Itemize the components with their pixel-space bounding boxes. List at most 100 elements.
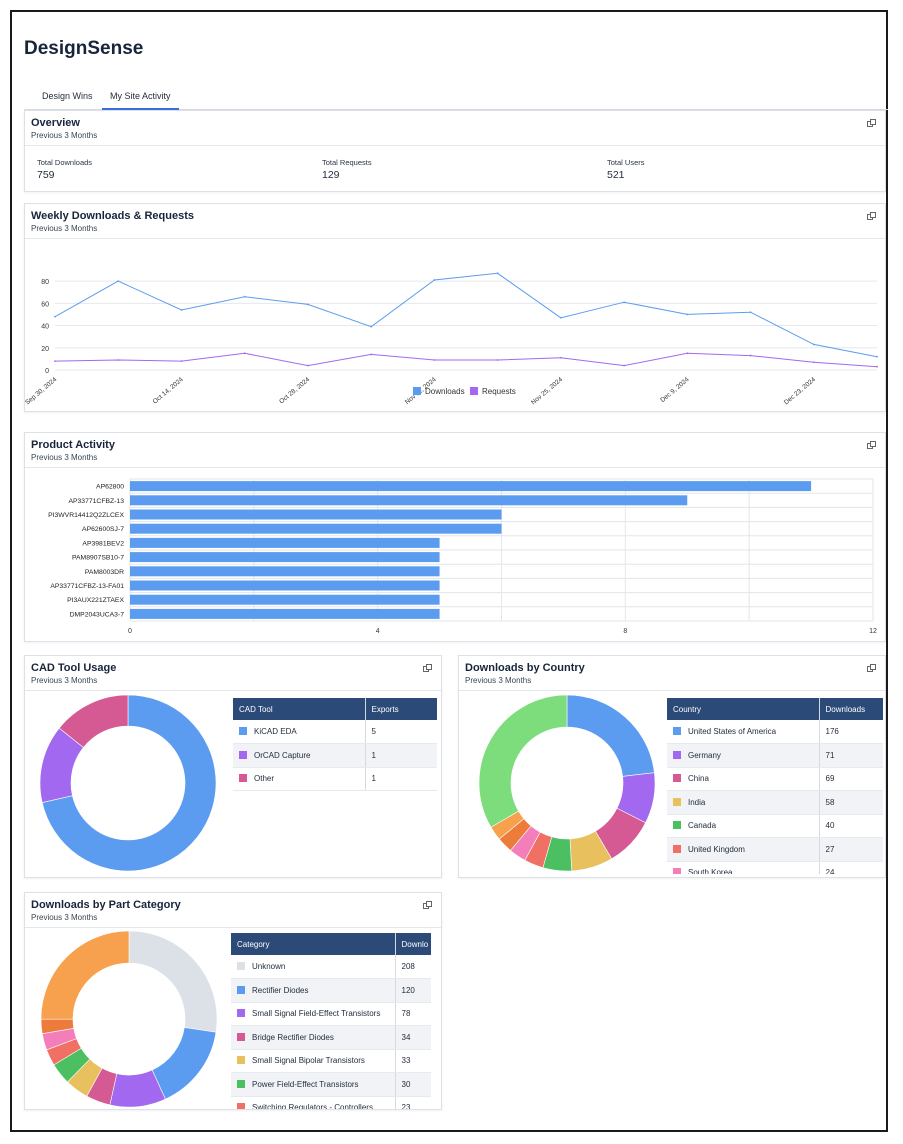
stat-label-requests: Total Requests [322,158,372,167]
tab-design-wins[interactable]: Design Wins [42,91,93,101]
stat-value-users: 521 [607,169,625,181]
col-header[interactable]: Downlo [394,933,431,955]
legend-swatch [239,750,247,759]
col-header[interactable]: Category [231,933,395,955]
legend-swatch [673,727,681,735]
table-row[interactable]: OrCAD Capture 1 [233,743,437,768]
divider [459,690,885,691]
donut-slice [478,694,568,828]
data-point [559,356,562,359]
row-label-cell: India [667,790,819,815]
data-point [180,309,183,311]
col-header[interactable]: Country [667,698,819,720]
data-point [370,325,373,328]
x-tick-label: Dec 9, 2024 [659,376,691,404]
row-value: 78 [394,1002,431,1026]
x-tick-label: 12 [869,628,877,635]
country-title: Downloads by Country [465,662,585,674]
table-row[interactable]: United States of America 176 [667,720,883,744]
series-line-downloads [54,272,878,358]
row-value: 58 [818,790,883,815]
table-row[interactable]: Unknown 208 [231,955,431,979]
expand-icon[interactable] [867,441,876,449]
table-row[interactable]: Small Signal Field-Effect Transistors 78 [231,1002,431,1026]
row-label: Other [254,774,275,784]
donut-slice [566,694,655,777]
cad-card: CAD Tool Usage Previous 3 Months CAD Too… [24,655,442,878]
table-row[interactable]: United Kingdom 27 [667,837,883,862]
country-table-wrap: Country Downloads United States of Ameri… [667,698,883,874]
product-subtitle: Previous 3 Months [31,453,98,462]
x-tick-label: Nov 25, 2024 [530,376,564,406]
expand-icon[interactable] [423,901,432,909]
row-value: 71 [818,743,883,768]
legend-swatch [470,387,478,395]
row-label: Rectifier Diodes [252,985,309,995]
col-header[interactable]: Downloads [818,698,883,720]
data-point [876,365,878,368]
category-title: Downloads by Part Category [31,899,181,911]
row-value: 30 [394,1072,431,1097]
overview-subtitle: Previous 3 Months [31,131,98,140]
data-point [433,359,436,361]
table-row[interactable]: Germany 71 [667,743,883,768]
legend-swatch [237,1103,245,1109]
col-header[interactable]: CAD Tool [233,698,365,720]
col-header[interactable]: Exports [364,698,437,720]
expand-icon[interactable] [867,212,876,220]
data-point [54,360,56,363]
table-row[interactable]: India 58 [667,790,883,815]
bar [130,566,440,577]
row-label: South Korea [688,868,733,874]
table-row[interactable]: South Korea 24 [667,861,883,874]
row-label-cell: China [667,767,819,791]
legend-swatch [673,868,681,874]
series-line-requests [54,352,878,368]
table-row[interactable]: KiCAD EDA 5 [233,720,437,744]
donut-slice [128,930,218,1033]
legend-label: Downloads [425,387,465,396]
country-card: Downloads by Country Previous 3 Months C… [458,655,886,878]
bar [130,495,688,506]
legend-swatch [673,750,681,759]
tab-my-site-activity[interactable]: My Site Activity [102,90,179,110]
cad-table: CAD Tool Exports KiCAD EDA 5 OrCAD Capture… [233,698,437,791]
table-row[interactable]: Switching Regulators - Controllers 23 [231,1096,431,1109]
country-donut-chart [478,694,656,872]
table-row[interactable]: Canada 40 [667,814,883,838]
category-card: Downloads by Part Category Previous 3 Mo… [24,892,442,1110]
row-value: 40 [818,814,883,838]
bar [130,608,440,619]
row-label-cell: Germany [667,743,819,768]
bar [130,580,440,591]
y-category-label: AP3981BEV2 [82,540,124,547]
data-point [559,316,562,319]
row-value: 120 [394,978,431,1003]
cad-donut-chart [39,694,217,872]
table-row[interactable]: Rectifier Diodes 120 [231,978,431,1003]
expand-icon[interactable] [867,664,876,672]
row-label: China [688,774,709,784]
divider [25,145,885,146]
table-row[interactable]: China 69 [667,767,883,791]
y-tick-label: 80 [41,279,49,286]
expand-icon[interactable] [867,119,876,127]
cad-table-wrap: CAD Tool Exports KiCAD EDA 5 OrCAD Capture… [233,698,437,794]
donut-slice [58,694,129,748]
row-value: 176 [818,720,883,744]
row-label-cell: OrCAD Capture [233,743,365,768]
legend-swatch [673,844,681,853]
bar [130,481,812,492]
row-value: 69 [818,767,883,791]
y-category-label: PI3AUX221ZTAEX [67,597,124,604]
table-row[interactable]: Power Field-Effect Transistors 30 [231,1072,431,1097]
bar [130,537,440,548]
expand-icon[interactable] [423,664,432,672]
table-row[interactable]: Bridge Rectifier Diodes 34 [231,1025,431,1050]
x-tick-label: 8 [623,628,627,635]
table-row[interactable]: Small Signal Bipolar Transistors 33 [231,1049,431,1073]
y-category-label: AP62800 [96,484,124,491]
table-row[interactable]: Other 1 [233,767,437,791]
weekly-subtitle: Previous 3 Months [31,224,98,233]
x-tick-label: 0 [128,628,132,635]
